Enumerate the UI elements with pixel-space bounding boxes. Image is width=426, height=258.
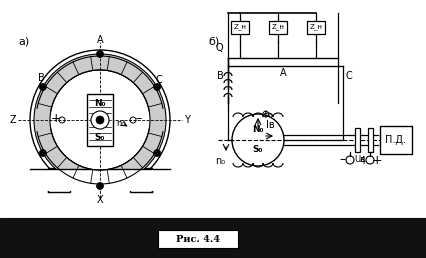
Bar: [158, 230, 238, 248]
Text: а): а): [18, 36, 29, 46]
Circle shape: [232, 114, 284, 166]
Bar: [29, 169, 171, 191]
Text: A: A: [97, 35, 104, 45]
Text: Z_н: Z_н: [310, 24, 322, 30]
Text: S₀: S₀: [253, 146, 263, 155]
Circle shape: [39, 84, 46, 91]
Text: 4: 4: [360, 156, 366, 166]
Text: N₀: N₀: [94, 99, 106, 108]
Circle shape: [39, 149, 46, 157]
Text: П.Д.: П.Д.: [386, 135, 406, 145]
Bar: [380, 126, 412, 154]
Text: X: X: [97, 195, 104, 205]
Circle shape: [34, 54, 166, 186]
Text: A: A: [280, 68, 287, 78]
Text: C: C: [346, 71, 353, 81]
Text: Iв: Iв: [266, 120, 274, 130]
Bar: [87, 94, 113, 146]
Bar: [231, 21, 249, 34]
Text: Uв: Uв: [354, 156, 366, 165]
Circle shape: [96, 116, 104, 124]
Text: +: +: [51, 112, 61, 125]
Text: –: –: [136, 112, 142, 125]
Text: n₀: n₀: [215, 156, 225, 166]
Bar: [368, 128, 373, 152]
Text: Z_н: Z_н: [233, 24, 246, 30]
Circle shape: [154, 149, 161, 157]
Text: –: –: [340, 154, 346, 166]
Text: Q: Q: [216, 43, 223, 53]
Text: n₀: n₀: [116, 118, 125, 127]
Circle shape: [50, 70, 150, 170]
Bar: [355, 128, 360, 152]
Text: C: C: [156, 75, 163, 85]
Bar: [307, 21, 325, 34]
Text: Φ₀: Φ₀: [261, 110, 273, 120]
Bar: [269, 21, 287, 34]
Bar: [0, 218, 426, 258]
Text: S₀: S₀: [95, 133, 105, 141]
Text: +: +: [372, 154, 382, 166]
Text: Z_н: Z_н: [271, 24, 285, 30]
Circle shape: [97, 182, 104, 189]
Text: Рис. 4.4: Рис. 4.4: [176, 235, 220, 244]
Circle shape: [154, 84, 161, 91]
Bar: [130, 168, 152, 192]
Text: B: B: [217, 71, 224, 81]
Circle shape: [97, 51, 104, 58]
Circle shape: [91, 111, 109, 129]
Text: B: B: [38, 73, 45, 83]
Text: N₀: N₀: [252, 125, 264, 134]
Text: Z: Z: [9, 115, 16, 125]
Text: б): б): [208, 36, 219, 46]
Text: Y: Y: [184, 115, 190, 125]
Bar: [48, 168, 70, 192]
